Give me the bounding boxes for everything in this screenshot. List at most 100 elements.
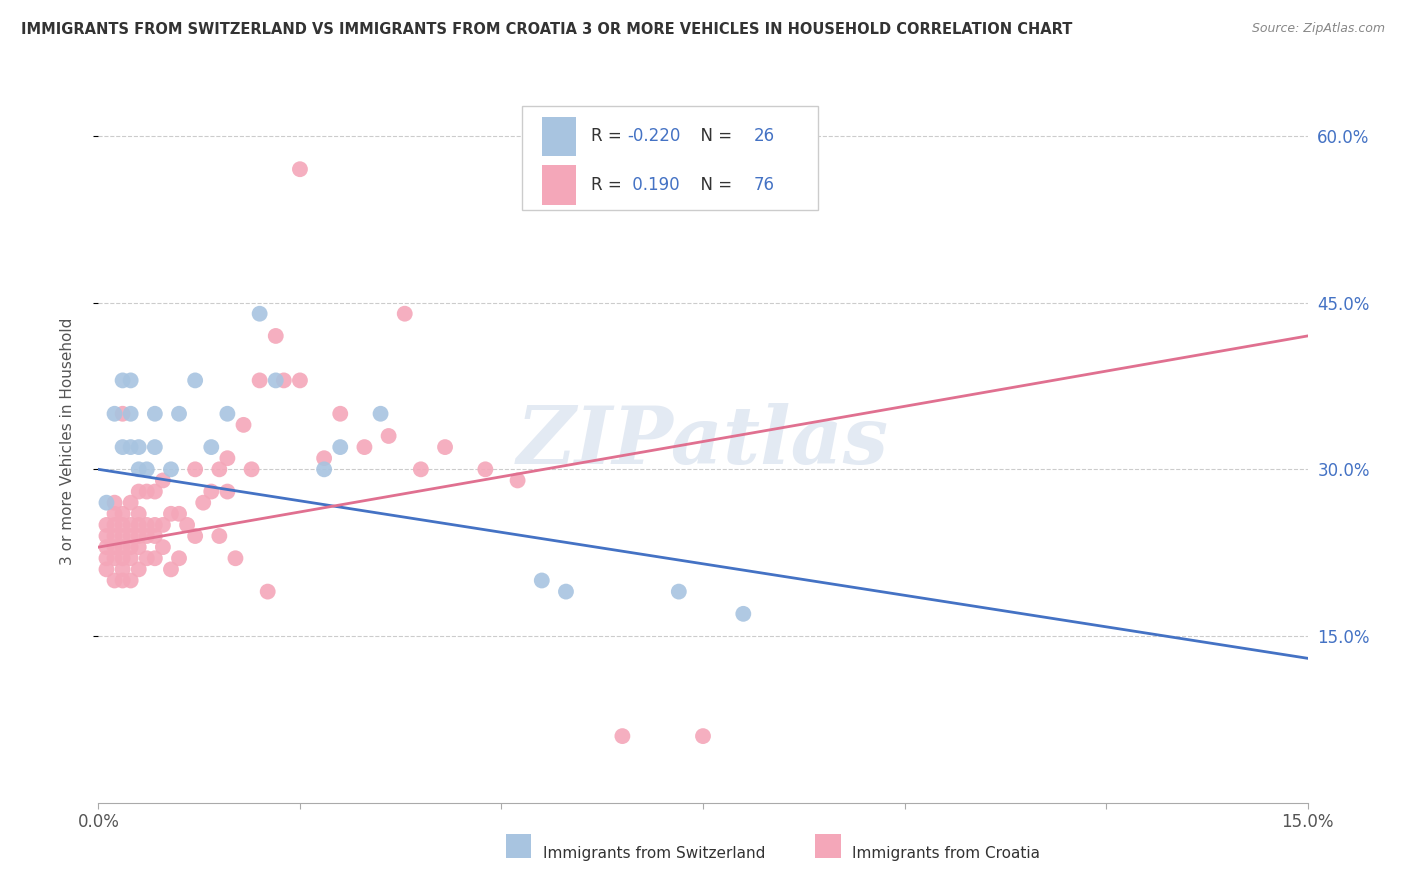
Point xyxy=(96,517,118,532)
Point xyxy=(167,507,190,521)
Point xyxy=(103,496,125,510)
Y-axis label: 3 or more Vehicles in Household: 3 or more Vehicles in Household xyxy=(60,318,75,566)
Point xyxy=(111,562,134,576)
Point xyxy=(692,729,714,743)
Point xyxy=(208,462,231,476)
Point xyxy=(120,407,142,421)
Point xyxy=(120,540,142,554)
Point xyxy=(256,584,278,599)
Point xyxy=(143,440,166,454)
Point xyxy=(232,417,254,432)
Point xyxy=(111,551,134,566)
Point xyxy=(506,474,529,488)
Point xyxy=(111,540,134,554)
Text: 0.190: 0.190 xyxy=(627,177,679,194)
Point xyxy=(167,407,190,421)
Point xyxy=(329,407,352,421)
Point xyxy=(111,373,134,387)
Point xyxy=(103,540,125,554)
Point xyxy=(120,574,142,588)
Point xyxy=(103,551,125,566)
Point xyxy=(96,562,118,576)
Point xyxy=(120,529,142,543)
Point xyxy=(409,462,432,476)
Point xyxy=(152,540,174,554)
Point xyxy=(120,551,142,566)
Point xyxy=(160,562,183,576)
Point xyxy=(128,562,150,576)
Text: IMMIGRANTS FROM SWITZERLAND VS IMMIGRANTS FROM CROATIA 3 OR MORE VEHICLES IN HOU: IMMIGRANTS FROM SWITZERLAND VS IMMIGRANT… xyxy=(21,22,1073,37)
Point xyxy=(612,729,634,743)
Point xyxy=(314,451,336,466)
Point xyxy=(200,440,222,454)
Point xyxy=(184,462,207,476)
Point xyxy=(249,373,271,387)
Point xyxy=(111,517,134,532)
Point xyxy=(143,517,166,532)
Point xyxy=(264,329,287,343)
Text: R =: R = xyxy=(591,128,627,145)
Point xyxy=(135,551,157,566)
Point xyxy=(668,584,690,599)
Point xyxy=(143,529,166,543)
Text: R =: R = xyxy=(591,177,627,194)
Point xyxy=(240,462,263,476)
Point xyxy=(103,517,125,532)
Point xyxy=(103,507,125,521)
Point xyxy=(377,429,399,443)
Text: 26: 26 xyxy=(754,128,775,145)
Text: 76: 76 xyxy=(754,177,775,194)
Point xyxy=(111,529,134,543)
Point xyxy=(208,529,231,543)
Point xyxy=(111,440,134,454)
Point xyxy=(128,484,150,499)
Text: N =: N = xyxy=(690,128,737,145)
Point xyxy=(120,440,142,454)
Point xyxy=(160,462,183,476)
Text: Immigrants from Switzerland: Immigrants from Switzerland xyxy=(543,847,765,861)
Point xyxy=(135,529,157,543)
Point xyxy=(143,484,166,499)
Point xyxy=(128,440,150,454)
Point xyxy=(111,507,134,521)
Point xyxy=(96,529,118,543)
Point xyxy=(128,462,150,476)
Point xyxy=(474,462,496,476)
Point xyxy=(103,407,125,421)
Point xyxy=(128,507,150,521)
Point xyxy=(111,407,134,421)
Point xyxy=(184,529,207,543)
Point xyxy=(288,162,311,177)
Point xyxy=(434,440,457,454)
Point xyxy=(264,373,287,387)
Point xyxy=(394,307,416,321)
Point xyxy=(152,474,174,488)
Point xyxy=(120,517,142,532)
Text: Source: ZipAtlas.com: Source: ZipAtlas.com xyxy=(1251,22,1385,36)
Point xyxy=(273,373,295,387)
Point xyxy=(96,496,118,510)
Point xyxy=(120,373,142,387)
Point xyxy=(224,551,246,566)
Point xyxy=(96,540,118,554)
Point xyxy=(111,574,134,588)
Point xyxy=(128,540,150,554)
Point xyxy=(167,551,190,566)
Bar xyxy=(543,165,576,205)
Point xyxy=(288,373,311,387)
Point xyxy=(176,517,198,532)
Point xyxy=(128,529,150,543)
Point xyxy=(249,307,271,321)
Point xyxy=(370,407,392,421)
Point xyxy=(200,484,222,499)
Point xyxy=(733,607,755,621)
Text: N =: N = xyxy=(690,177,737,194)
Point xyxy=(530,574,553,588)
Bar xyxy=(543,117,576,156)
FancyBboxPatch shape xyxy=(522,105,818,211)
Text: Immigrants from Croatia: Immigrants from Croatia xyxy=(852,847,1040,861)
Text: ZIPatlas: ZIPatlas xyxy=(517,403,889,480)
Point xyxy=(128,517,150,532)
Point xyxy=(160,507,183,521)
Point xyxy=(353,440,375,454)
